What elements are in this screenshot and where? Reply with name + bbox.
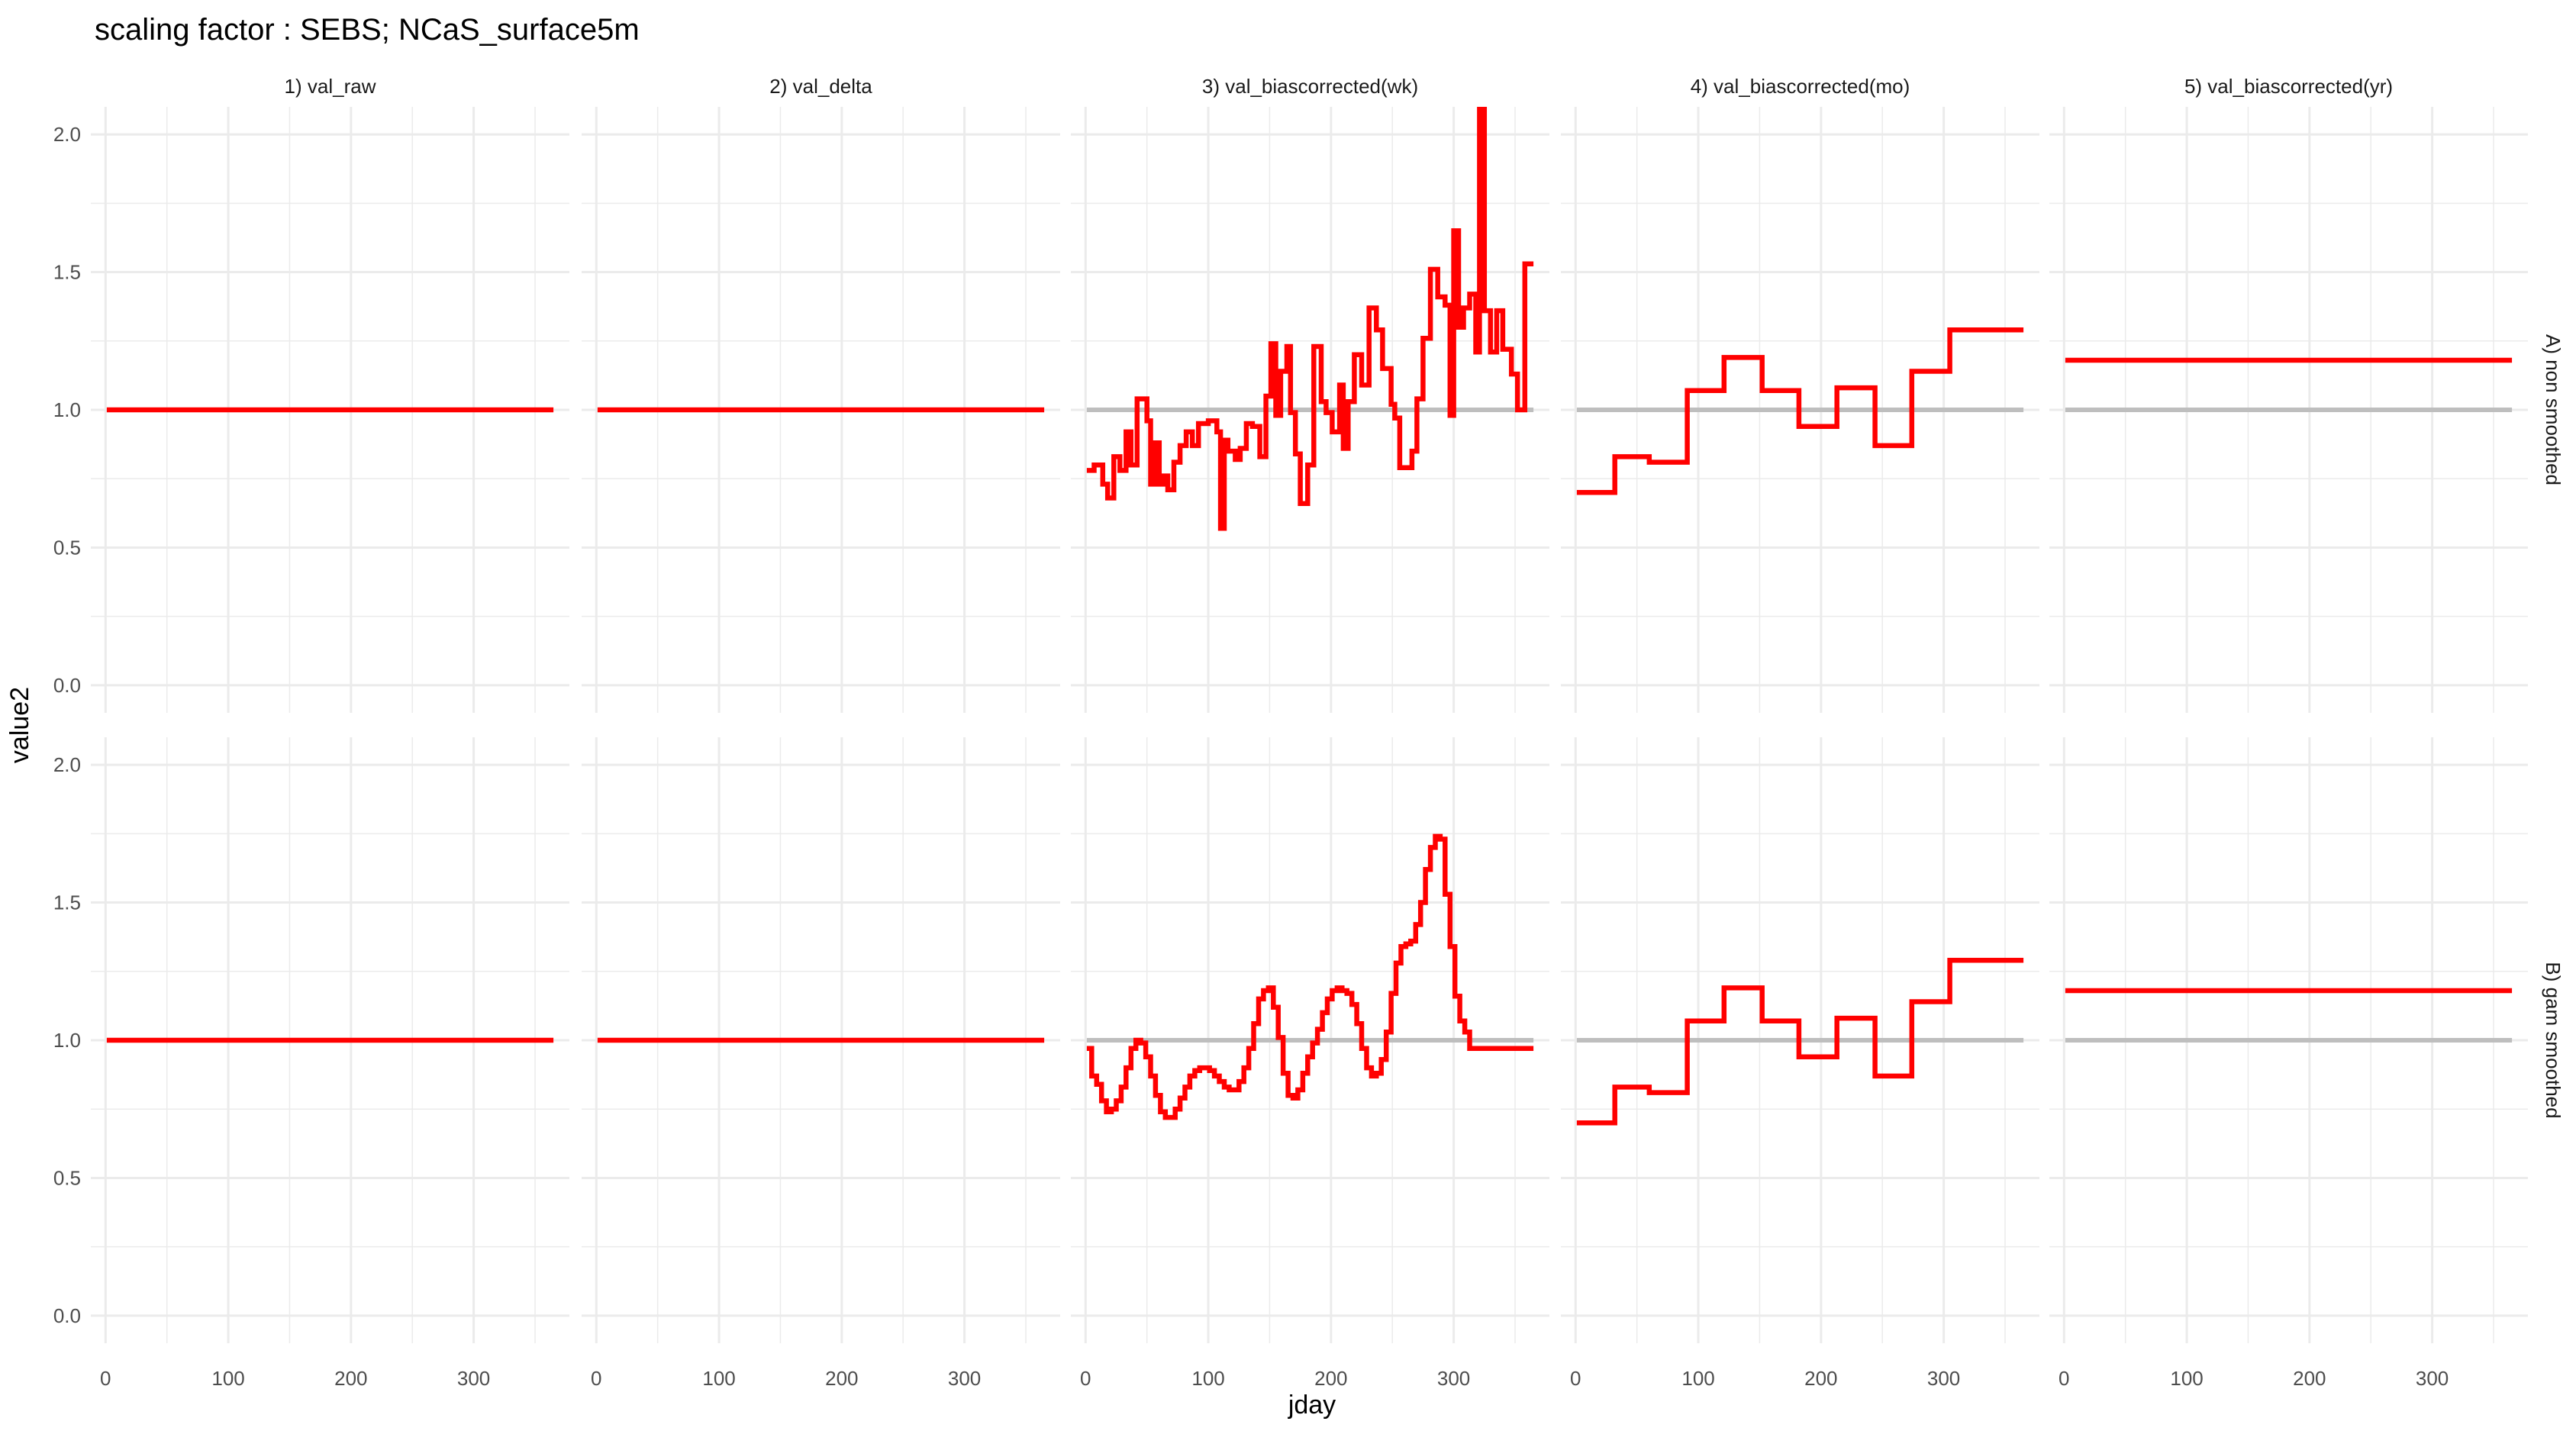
- chart-title: scaling factor : SEBS; NCaS_surface5m: [95, 13, 640, 47]
- y-axis-label: value2: [5, 687, 34, 763]
- panel-r2-c5: [2049, 737, 2528, 1343]
- panel-r1-c4: [1561, 107, 2039, 713]
- y-tick-label: 1.5: [53, 891, 81, 914]
- strip-label-row-2: B) gam smoothed: [2542, 962, 2565, 1118]
- x-tick-label: 300: [1927, 1367, 1960, 1390]
- panels-layer: 1) val_raw 2) val_delta 3) val_biascorrect…: [53, 75, 2565, 1390]
- x-tick-label: 200: [334, 1367, 367, 1390]
- y-tick-label: 0.0: [53, 1304, 81, 1327]
- panel-r2-c2: [582, 737, 1060, 1343]
- y-tick-label: 1.5: [53, 261, 81, 284]
- x-tick-label: 300: [948, 1367, 981, 1390]
- strip-label-col-5: 5) val_biascorrected(yr): [2184, 75, 2393, 98]
- strip-label-col-2: 2) val_delta: [769, 75, 872, 98]
- strip-label-col-3: 3) val_biascorrected(wk): [1202, 75, 1418, 98]
- x-tick-label: 100: [211, 1367, 244, 1390]
- x-tick-label: 200: [1804, 1367, 1837, 1390]
- series-line: [1576, 327, 2024, 495]
- y-tick-label: 1.0: [53, 398, 81, 421]
- y-tick-label: 0.0: [53, 674, 81, 697]
- x-tick-label: 100: [702, 1367, 735, 1390]
- x-tick-label: 300: [1437, 1367, 1470, 1390]
- x-tick-label: 0: [1080, 1367, 1091, 1390]
- panel-r2-c3: [1071, 737, 1549, 1343]
- x-tick-label: 100: [1681, 1367, 1714, 1390]
- panel-r2-c1: [91, 737, 569, 1343]
- panel-r2-c4: [1561, 737, 2039, 1343]
- x-tick-label: 200: [825, 1367, 858, 1390]
- series-line: [1576, 958, 2024, 1126]
- x-tick-label: 0: [2059, 1367, 2069, 1390]
- y-tick-label: 0.5: [53, 1166, 81, 1189]
- x-tick-label: 0: [100, 1367, 111, 1390]
- x-tick-label: 300: [2416, 1367, 2449, 1390]
- panel-r1-c1: [91, 107, 569, 713]
- panel-r1-c3: [1071, 107, 1549, 713]
- y-tick-label: 2.0: [53, 123, 81, 146]
- x-tick-label: 0: [1570, 1367, 1581, 1390]
- panel-r1-c5: [2049, 107, 2528, 713]
- x-tick-label: 200: [2293, 1367, 2326, 1390]
- y-tick-label: 2.0: [53, 753, 81, 776]
- y-tick-label: 0.5: [53, 536, 81, 559]
- strip-label-row-1: A) non smoothed: [2542, 334, 2565, 485]
- x-tick-label: 200: [1314, 1367, 1347, 1390]
- x-tick-label: 100: [1191, 1367, 1224, 1390]
- series-line: [1086, 107, 1534, 531]
- strip-label-col-1: 1) val_raw: [285, 75, 376, 98]
- strip-label-col-4: 4) val_biascorrected(mo): [1691, 75, 1910, 98]
- y-tick-label: 1.0: [53, 1029, 81, 1052]
- x-tick-label: 100: [2170, 1367, 2203, 1390]
- x-axis-label: jday: [1288, 1391, 1336, 1420]
- x-tick-label: 300: [457, 1367, 490, 1390]
- panel-r1-c2: [582, 107, 1060, 713]
- x-tick-label: 0: [591, 1367, 601, 1390]
- series-line: [1086, 833, 1534, 1120]
